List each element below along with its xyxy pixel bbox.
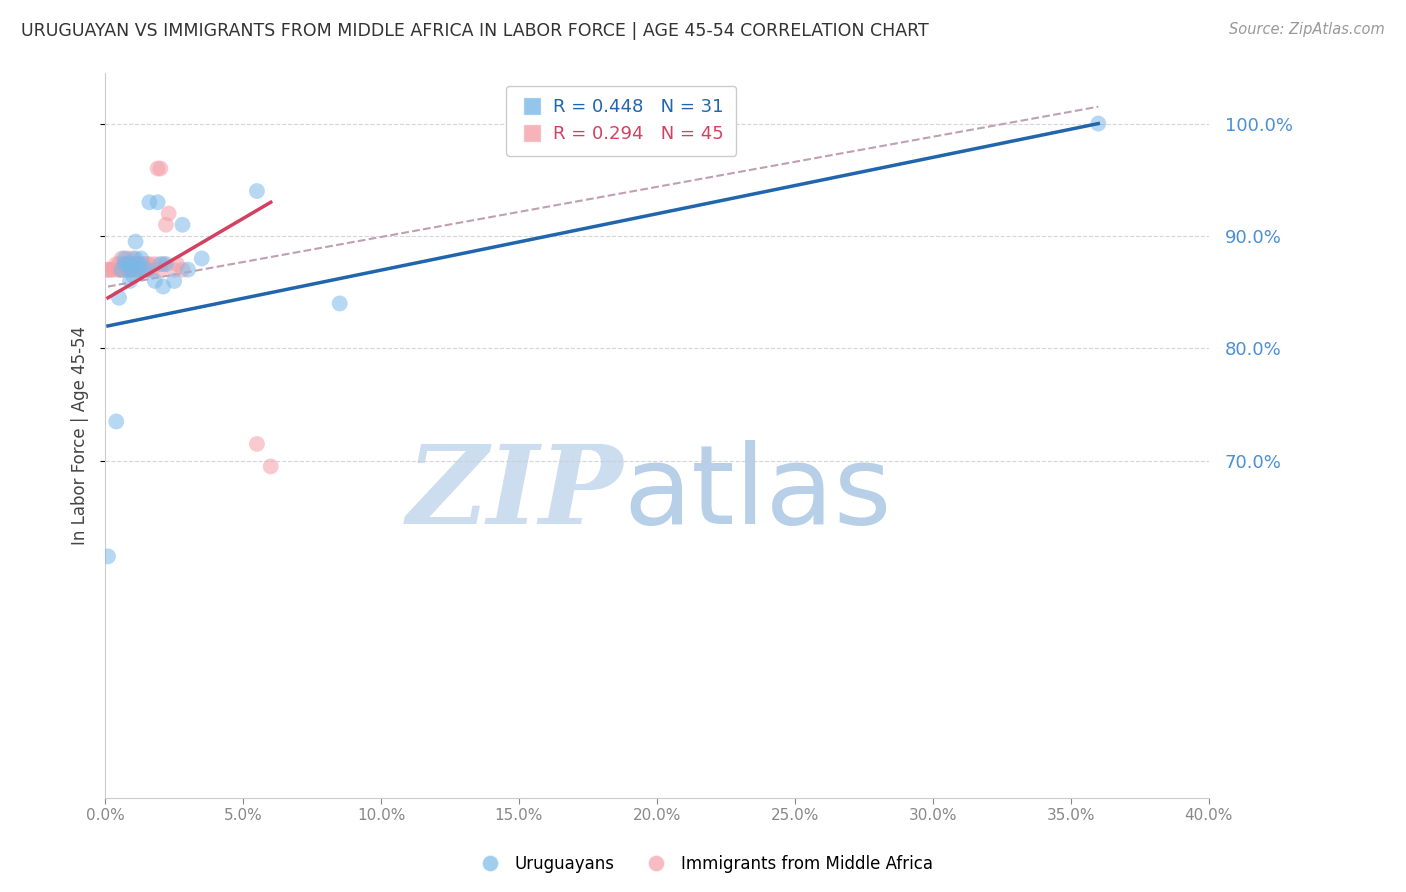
Point (114, 257, 136, 271)
Point (152, 279, 174, 293)
Point (121, 262, 143, 277)
Point (97, 262, 120, 277)
Point (118, 257, 141, 271)
Point (97, 549, 120, 564)
Point (129, 262, 152, 277)
Point (146, 161, 169, 176)
Text: URUGUAYAN VS IMMIGRANTS FROM MIDDLE AFRICA IN LABOR FORCE | AGE 45-54 CORRELATIO: URUGUAYAN VS IMMIGRANTS FROM MIDDLE AFRI… (21, 22, 929, 40)
Point (155, 218, 177, 232)
Point (124, 257, 146, 271)
Point (121, 257, 143, 271)
Point (129, 252, 152, 266)
Point (108, 262, 131, 277)
Point (141, 262, 163, 277)
Point (1087, 117, 1109, 131)
Point (108, 257, 131, 271)
Point (190, 252, 212, 266)
Point (118, 262, 141, 277)
Point (138, 195, 160, 210)
Point (166, 257, 188, 271)
Point (108, 262, 131, 277)
Text: Source: ZipAtlas.com: Source: ZipAtlas.com (1229, 22, 1385, 37)
Point (246, 184, 269, 198)
Point (149, 257, 172, 271)
Point (163, 274, 186, 288)
Point (97, 262, 120, 277)
Point (117, 252, 139, 266)
Point (260, 459, 283, 474)
Point (111, 252, 134, 266)
Point (118, 262, 141, 277)
Text: ZIP: ZIP (408, 440, 624, 548)
Point (152, 257, 174, 271)
Point (111, 262, 134, 277)
Point (138, 257, 160, 271)
Point (124, 235, 146, 249)
Point (132, 257, 155, 271)
Point (121, 257, 143, 271)
Y-axis label: In Labor Force | Age 45-54: In Labor Force | Age 45-54 (72, 326, 89, 545)
Point (117, 257, 139, 271)
Point (114, 252, 136, 266)
Point (138, 262, 160, 277)
Point (124, 252, 146, 266)
Point (143, 257, 166, 271)
Point (127, 262, 149, 277)
Point (155, 257, 177, 271)
Point (146, 195, 169, 210)
Point (135, 262, 157, 277)
Point (172, 218, 194, 232)
Point (163, 262, 186, 277)
Point (105, 414, 128, 428)
Point (100, 262, 122, 277)
Point (111, 262, 134, 277)
Point (114, 262, 136, 277)
Point (132, 262, 155, 277)
Point (149, 161, 172, 176)
Point (129, 257, 152, 271)
Point (108, 291, 131, 305)
Point (121, 268, 143, 283)
Point (132, 262, 155, 277)
Point (121, 252, 143, 266)
Point (246, 437, 269, 451)
Point (117, 262, 139, 277)
Point (118, 274, 141, 288)
Point (143, 274, 166, 288)
Point (117, 257, 139, 271)
Point (149, 262, 172, 277)
Point (127, 257, 149, 271)
Point (157, 206, 180, 220)
Point (127, 262, 149, 277)
Point (127, 257, 149, 271)
Point (329, 296, 352, 310)
Point (177, 262, 200, 277)
Legend: R = 0.448   N = 31, R = 0.294   N = 45: R = 0.448 N = 31, R = 0.294 N = 45 (506, 86, 737, 156)
Point (105, 257, 128, 271)
Legend: Uruguayans, Immigrants from Middle Africa: Uruguayans, Immigrants from Middle Afric… (467, 848, 939, 880)
Point (114, 257, 136, 271)
Point (124, 262, 146, 277)
Point (135, 262, 157, 277)
Point (103, 262, 125, 277)
Point (172, 262, 194, 277)
Point (135, 257, 157, 271)
Text: atlas: atlas (624, 440, 893, 547)
